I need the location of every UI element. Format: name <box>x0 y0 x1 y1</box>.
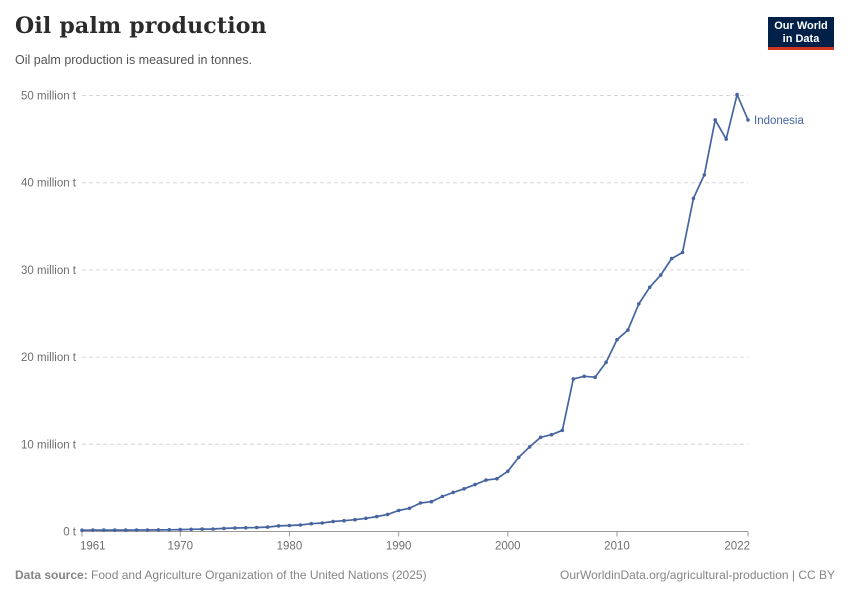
data-point <box>626 328 630 332</box>
data-point <box>211 527 215 531</box>
data-point <box>298 523 303 527</box>
data-point <box>265 525 270 529</box>
data-source: Data source: Food and Agriculture Organi… <box>15 568 427 582</box>
data-source-text: Food and Agriculture Organization of the… <box>87 568 427 582</box>
chart-subtitle: Oil palm production is measured in tonne… <box>15 53 252 67</box>
data-point <box>385 512 390 517</box>
data-point <box>604 360 608 365</box>
data-point <box>418 501 423 505</box>
data-point <box>134 528 139 532</box>
data-point <box>80 528 84 532</box>
y-axis-tick-label: 50 million t <box>21 91 77 103</box>
data-point <box>375 514 379 519</box>
data-point <box>440 494 445 499</box>
data-point <box>473 482 477 487</box>
data-point <box>713 118 717 122</box>
x-axis-tick-label: 1970 <box>167 541 193 553</box>
data-point <box>353 517 357 522</box>
data-point <box>560 428 565 433</box>
x-axis-tick-label: 2000 <box>495 541 521 553</box>
data-point <box>320 521 325 525</box>
x-axis-tick-label: 2010 <box>604 541 630 553</box>
data-point <box>276 524 281 528</box>
data-point <box>735 92 739 97</box>
data-point <box>222 526 226 531</box>
data-point <box>123 528 128 532</box>
page-title: Oil palm production <box>15 13 267 39</box>
owid-logo-line2: in Data <box>782 33 820 45</box>
data-point <box>364 516 368 521</box>
data-point <box>582 374 586 379</box>
y-axis-tick-label: 0 t <box>63 527 77 539</box>
owid-logo-line1: Our World <box>774 20 828 32</box>
data-point <box>451 490 456 495</box>
data-point <box>200 527 204 531</box>
data-point <box>91 528 95 532</box>
data-point <box>254 525 259 530</box>
data-point <box>113 528 117 532</box>
data-point <box>189 527 193 532</box>
data-point <box>233 526 237 530</box>
data-point <box>549 432 554 437</box>
data-point <box>516 455 521 460</box>
chart-footer: Data source: Food and Agriculture Organi… <box>15 568 835 582</box>
y-axis-tick-label: 20 million t <box>21 352 77 364</box>
x-axis-tick-label: 1990 <box>386 541 412 553</box>
data-point <box>156 528 161 532</box>
footer-link[interactable]: OurWorldinData.org/agricultural-producti… <box>559 568 835 582</box>
data-point <box>429 499 434 504</box>
data-point <box>691 196 696 201</box>
data-point <box>527 445 532 449</box>
data-point <box>724 137 728 141</box>
data-point <box>538 435 543 440</box>
data-point <box>462 487 466 491</box>
data-point <box>637 302 641 306</box>
data-point <box>669 256 674 261</box>
data-point <box>615 337 619 342</box>
data-point <box>571 377 576 381</box>
y-axis-tick-label: 10 million t <box>21 439 77 451</box>
x-axis-tick-label: 1980 <box>277 541 303 553</box>
indonesia-line <box>81 93 749 532</box>
owid-logo: Our World in Data <box>768 17 834 50</box>
data-point <box>658 273 663 277</box>
data-point <box>167 528 172 532</box>
data-point <box>484 478 488 482</box>
data-point <box>342 518 346 523</box>
data-point <box>102 528 106 532</box>
data-point <box>287 523 292 528</box>
data-point <box>495 476 499 481</box>
data-point <box>407 506 412 511</box>
data-point <box>145 528 150 532</box>
data-point <box>702 173 707 177</box>
data-point <box>396 508 401 513</box>
y-axis-tick-label: 30 million t <box>21 265 77 277</box>
data-point <box>506 469 510 474</box>
data-point <box>680 250 685 255</box>
data-point <box>593 375 597 380</box>
x-axis-tick-label: 1961 <box>80 541 106 553</box>
data-point <box>746 118 750 122</box>
series-end-label: Indonesia <box>754 115 804 127</box>
data-source-label: Data source: <box>15 568 88 582</box>
x-axis-tick-label: 2022 <box>724 541 750 553</box>
data-point <box>244 526 248 530</box>
data-point <box>178 527 183 532</box>
data-point <box>647 285 652 290</box>
y-axis-tick-label: 40 million t <box>21 178 77 190</box>
data-point <box>309 521 314 526</box>
data-point <box>331 519 335 524</box>
